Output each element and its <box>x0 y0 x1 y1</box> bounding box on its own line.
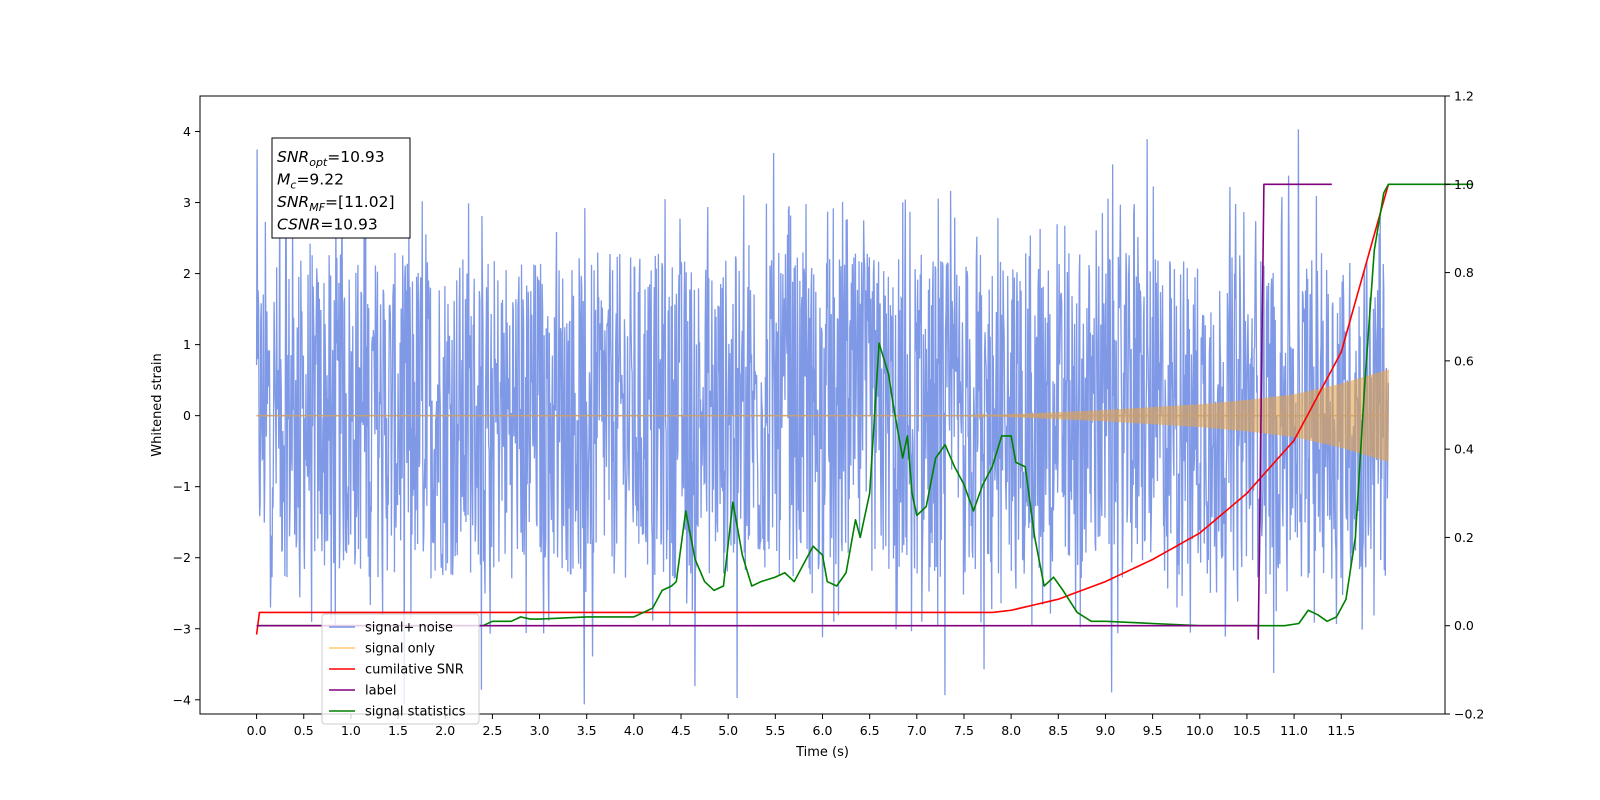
x-tick-label: 7.0 <box>907 723 927 738</box>
x-tick-label: 11.5 <box>1327 723 1355 738</box>
y-axis-left: 4 3 2 1 0 −1 −2 −3 −4 <box>173 124 200 707</box>
x-tick-label: 3.0 <box>530 723 550 738</box>
y-right-tick-label: 0.8 <box>1454 265 1474 280</box>
y-axis-label: Whitened strain <box>150 353 165 456</box>
y-right-tick-label: 0.2 <box>1454 530 1474 545</box>
y-right-tick-label: −0.2 <box>1454 707 1484 722</box>
x-tick-label: 6.5 <box>860 723 880 738</box>
y-left-tick-label: −1 <box>173 479 191 494</box>
series-label <box>256 183 1332 640</box>
x-tick-label: 5.0 <box>718 723 738 738</box>
series-signal-noise <box>255 129 1390 705</box>
y-right-tick-label: 0.0 <box>1454 618 1474 633</box>
annotation-line: SNRopt=10.93 <box>277 148 385 169</box>
x-tick-label: 8.0 <box>1001 723 1021 738</box>
x-tick-label: 9.5 <box>1143 723 1163 738</box>
y-left-tick-label: −2 <box>173 550 191 565</box>
x-tick-label: 3.5 <box>577 723 597 738</box>
x-tick-label: 2.0 <box>435 723 455 738</box>
legend-label: cumilative SNR <box>365 663 464 678</box>
x-axis-label: Time (s) <box>795 745 849 760</box>
y-left-tick-label: 4 <box>183 124 191 139</box>
y-right-tick-label: 0.6 <box>1454 353 1474 368</box>
y-right-tick-label: 1.0 <box>1454 177 1474 192</box>
legend-label: label <box>365 684 396 699</box>
x-tick-label: 10.5 <box>1233 723 1261 738</box>
series-signal-statistics <box>256 183 1474 627</box>
legend-label: signal only <box>365 642 435 657</box>
x-tick-label: 8.5 <box>1048 723 1068 738</box>
y-right-tick-label: 0.4 <box>1454 442 1474 457</box>
y-left-tick-label: 1 <box>183 337 191 352</box>
plot-area <box>255 129 1474 705</box>
y-left-tick-label: 2 <box>183 266 191 281</box>
y-right-tick-label: 1.2 <box>1454 89 1474 104</box>
legend-label: signal statistics <box>365 705 466 720</box>
x-tick-label: 9.0 <box>1096 723 1116 738</box>
x-tick-label: 1.0 <box>341 723 361 738</box>
annotation-line: SNRMF=[11.02] <box>277 193 395 214</box>
x-tick-label: 7.5 <box>954 723 974 738</box>
x-axis: 0.0 0.5 1.0 1.5 2.0 2.5 3.0 3.5 4.0 4.5 5.0 5.5 6.0 6… <box>247 714 1355 738</box>
x-tick-label: 5.5 <box>765 723 785 738</box>
annotation-line: Mc=9.22 <box>277 171 344 192</box>
legend-frame <box>321 613 480 725</box>
x-tick-label: 10.0 <box>1186 723 1214 738</box>
x-tick-label: 4.5 <box>671 723 691 738</box>
y-left-tick-label: −4 <box>173 692 191 707</box>
x-tick-label: 6.0 <box>813 723 833 738</box>
legend-label: signal+ noise <box>365 621 453 636</box>
x-tick-label: 1.5 <box>388 723 408 738</box>
y-axis-right: 1.2 1.0 0.8 0.6 0.4 0.2 0.0 −0.2 <box>1445 89 1484 722</box>
series-cumulative-snr <box>255 184 1390 635</box>
y-left-tick-label: 3 <box>183 195 191 210</box>
annotation-frame <box>271 137 411 239</box>
x-tick-label: 4.0 <box>624 723 644 738</box>
annotation-line: CSNR=10.93 <box>277 216 378 234</box>
x-tick-label: 0.5 <box>294 723 314 738</box>
y-left-tick-label: 0 <box>183 408 191 423</box>
x-tick-label: 11.0 <box>1280 723 1308 738</box>
legend: signal+ noise signal only cumilative SNR la… <box>321 613 480 725</box>
x-tick-label: 2.5 <box>482 723 502 738</box>
x-tick-label: 0.0 <box>247 723 267 738</box>
y-left-tick-label: −3 <box>173 621 191 636</box>
